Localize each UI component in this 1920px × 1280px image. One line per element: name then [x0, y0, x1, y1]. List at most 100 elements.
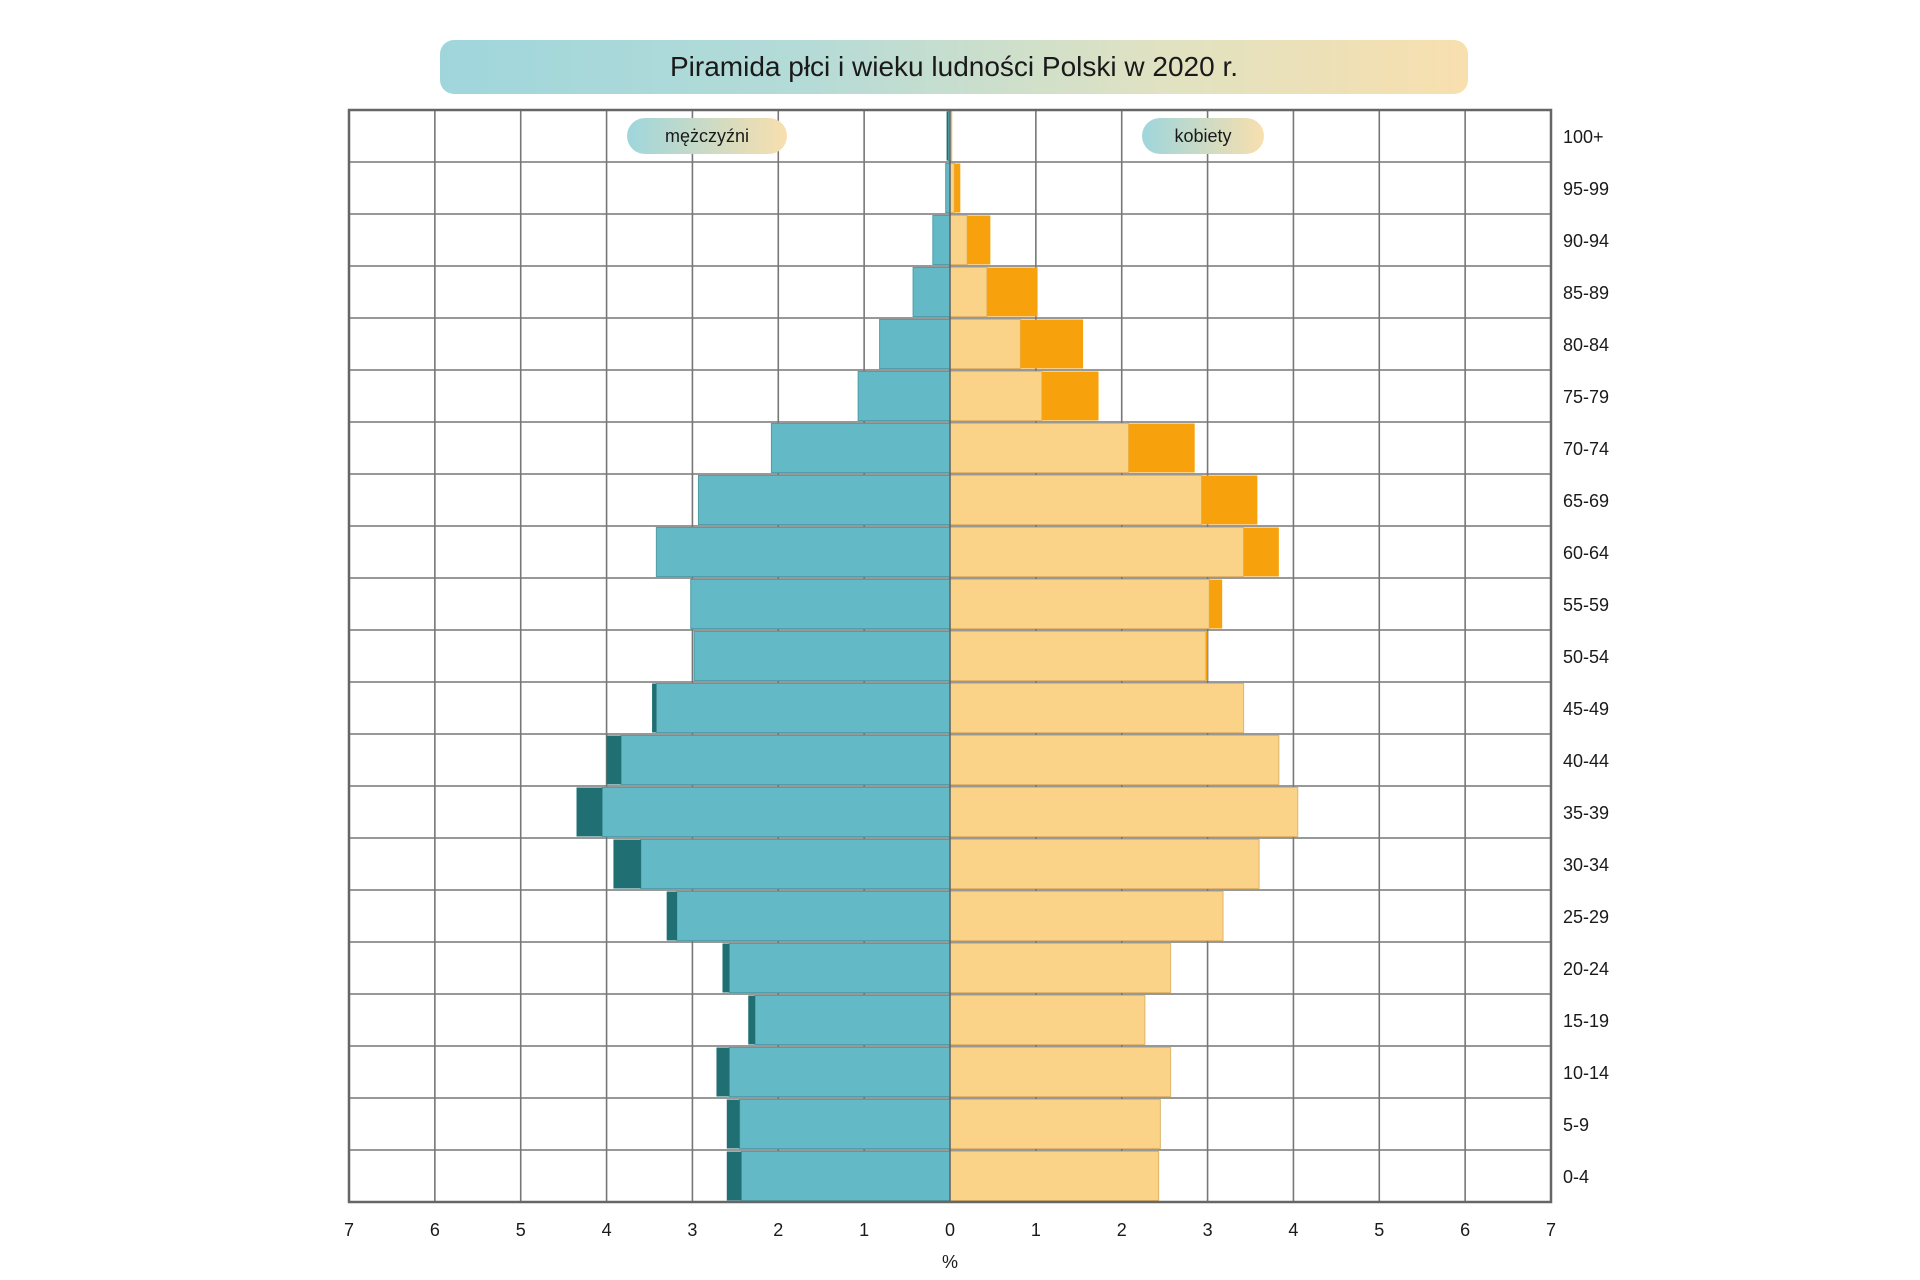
x-tick-label: 2: [1117, 1220, 1127, 1240]
bar-female-0-4: [949, 1151, 1160, 1201]
bar-female-60-64: [949, 527, 1245, 577]
bar-female-75-79: [949, 371, 1043, 421]
age-label-40-44: 40-44: [1563, 751, 1609, 771]
tick-labels: 0-4 5-9 10-14 15-19 20-24 25-29 30-34 35-39 40-4…: [344, 127, 1609, 1240]
bar-female-45-49: [949, 683, 1245, 733]
x-tick-label: 4: [1288, 1220, 1298, 1240]
bar-female-surplus-50-54: [1205, 631, 1208, 681]
bar-female-surplus-70-74: [1128, 423, 1195, 473]
bar-male-60-64: [655, 527, 951, 577]
age-label-50-54: 50-54: [1563, 647, 1609, 667]
bar-female-10-14: [949, 1047, 1172, 1097]
legend-female-label: kobiety: [1174, 126, 1231, 146]
bar-female-surplus-80-84: [1020, 319, 1084, 369]
x-tick-label: 3: [687, 1220, 697, 1240]
bar-female-20-24: [949, 943, 1172, 993]
bar-female-surplus-55-59: [1209, 579, 1223, 629]
bar-male-75-79: [857, 371, 951, 421]
x-tick-label: 1: [1031, 1220, 1041, 1240]
bar-male-surplus-40-44: [606, 735, 622, 785]
age-label-5-9: 5-9: [1563, 1115, 1589, 1135]
age-label-95-99: 95-99: [1563, 179, 1609, 199]
bar-female-surplus-60-64: [1243, 527, 1279, 577]
bar-male-surplus-5-9: [726, 1099, 740, 1149]
bar-male-20-24: [728, 943, 951, 993]
age-label-15-19: 15-19: [1563, 1011, 1609, 1031]
bar-male-30-34: [640, 839, 951, 889]
bar-male-surplus-20-24: [722, 943, 730, 993]
bar-female-90-94: [949, 215, 968, 265]
bar-male-40-44: [620, 735, 951, 785]
bar-female-15-19: [949, 995, 1146, 1045]
x-tick-label: 5: [516, 1220, 526, 1240]
bar-female-80-84: [949, 319, 1021, 369]
age-label-90-94: 90-94: [1563, 231, 1609, 251]
age-label-100+: 100+: [1563, 127, 1604, 147]
bar-male-surplus-15-19: [748, 995, 756, 1045]
bar-female-surplus-90-94: [967, 215, 991, 265]
age-label-20-24: 20-24: [1563, 959, 1609, 979]
bar-female-5-9: [949, 1099, 1161, 1149]
bar-male-35-39: [601, 787, 951, 837]
bar-female-30-34: [949, 839, 1260, 889]
bar-male-55-59: [690, 579, 951, 629]
age-label-0-4: 0-4: [1563, 1167, 1589, 1187]
bar-male-surplus-45-49: [652, 683, 657, 733]
legend: mężczyźni kobiety: [627, 118, 1264, 154]
bar-male-50-54: [693, 631, 951, 681]
bar-male-surplus-25-29: [666, 891, 677, 941]
bar-male-70-74: [770, 423, 951, 473]
bar-female-55-59: [949, 579, 1210, 629]
age-label-45-49: 45-49: [1563, 699, 1609, 719]
x-axis-label: %: [942, 1252, 958, 1272]
bar-male-45-49: [655, 683, 951, 733]
x-tick-label: 6: [1460, 1220, 1470, 1240]
x-tick-label: 4: [602, 1220, 612, 1240]
bar-female-surplus-75-79: [1041, 371, 1099, 421]
age-label-60-64: 60-64: [1563, 543, 1609, 563]
x-tick-label: 3: [1203, 1220, 1213, 1240]
age-label-75-79: 75-79: [1563, 387, 1609, 407]
plot-border: [347, 108, 1553, 1204]
bar-male-surplus-10-14: [716, 1047, 730, 1097]
age-label-55-59: 55-59: [1563, 595, 1609, 615]
age-label-70-74: 70-74: [1563, 439, 1609, 459]
bar-male-80-84: [879, 319, 951, 369]
bars: [576, 111, 1299, 1201]
x-tick-label: 7: [344, 1220, 354, 1240]
bar-female-35-39: [949, 787, 1299, 837]
x-tick-label: 5: [1374, 1220, 1384, 1240]
x-tick-label: 7: [1546, 1220, 1556, 1240]
age-label-30-34: 30-34: [1563, 855, 1609, 875]
x-tick-label: 2: [773, 1220, 783, 1240]
age-label-85-89: 85-89: [1563, 283, 1609, 303]
bar-male-25-29: [676, 891, 951, 941]
bar-male-65-69: [697, 475, 951, 525]
bar-female-70-74: [949, 423, 1130, 473]
x-tick-label: 6: [430, 1220, 440, 1240]
bar-female-50-54: [949, 631, 1207, 681]
age-label-80-84: 80-84: [1563, 335, 1609, 355]
bar-male-85-89: [912, 267, 951, 317]
plot-frame: [347, 108, 1553, 1204]
bar-female-25-29: [949, 891, 1224, 941]
legend-male-pill: [627, 118, 787, 154]
x-tick-label: 0: [945, 1220, 955, 1240]
legend-female-pill: [1142, 118, 1264, 154]
age-label-10-14: 10-14: [1563, 1063, 1609, 1083]
bar-female-surplus-95-99: [954, 163, 961, 213]
bar-male-90-94: [932, 215, 951, 265]
bar-male-5-9: [739, 1099, 951, 1149]
age-label-35-39: 35-39: [1563, 803, 1609, 823]
bar-male-0-4: [740, 1151, 951, 1201]
age-label-25-29: 25-29: [1563, 907, 1609, 927]
bar-female-40-44: [949, 735, 1280, 785]
bar-male-surplus-100+: [946, 111, 949, 161]
bar-female-85-89: [949, 267, 988, 317]
x-tick-label: 1: [859, 1220, 869, 1240]
chart-title: Piramida płci i wieku ludności Polski w …: [440, 40, 1468, 94]
bar-female-surplus-85-89: [986, 267, 1038, 317]
bar-male-surplus-30-34: [613, 839, 641, 889]
bar-male-surplus-0-4: [726, 1151, 742, 1201]
